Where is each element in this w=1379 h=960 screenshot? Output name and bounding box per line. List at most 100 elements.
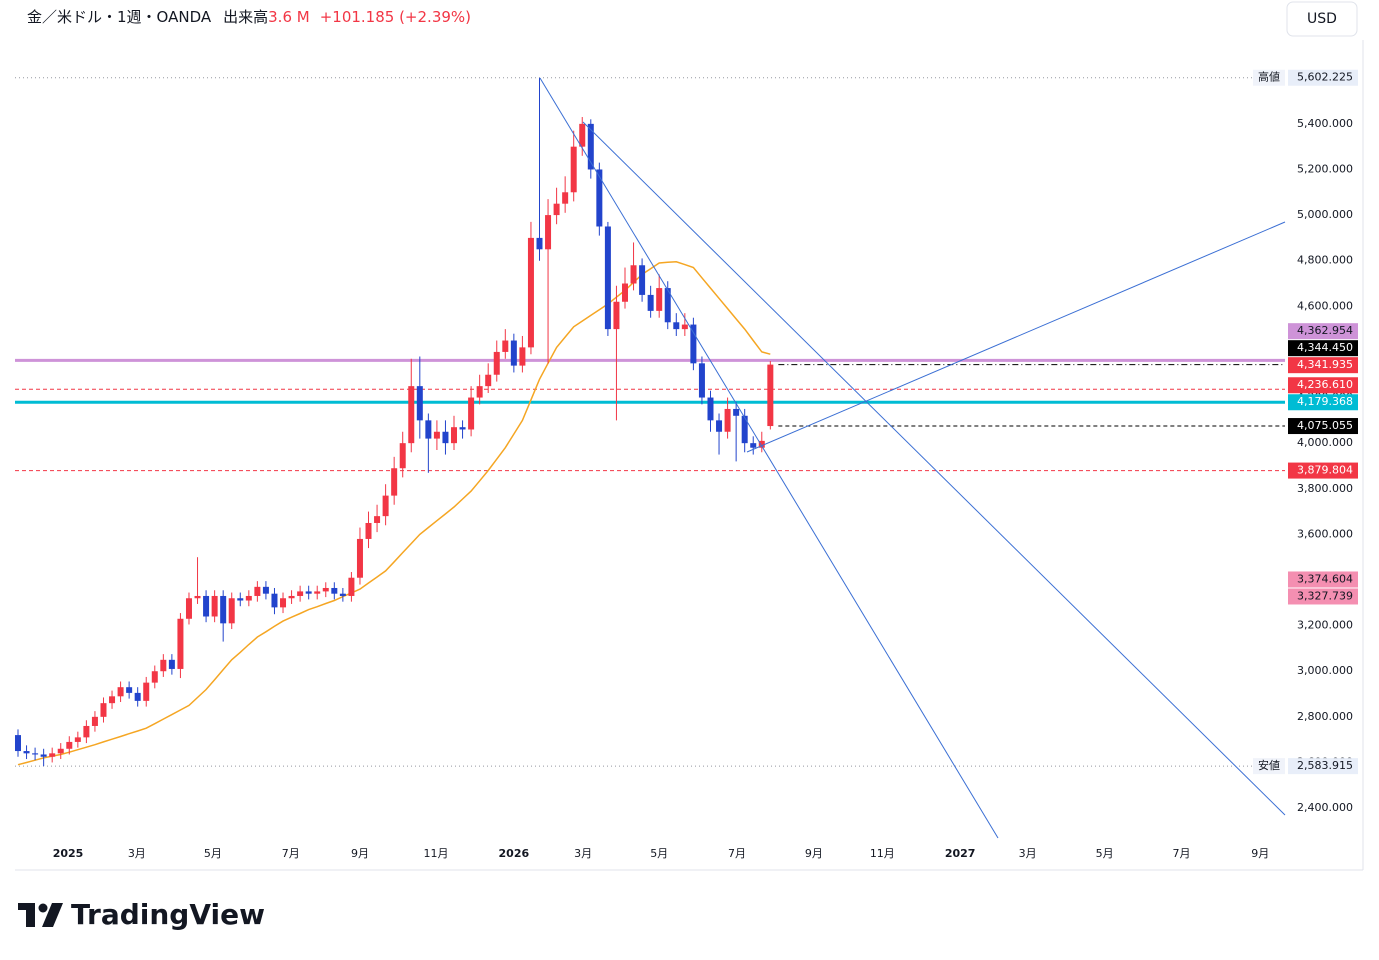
- candle-body: [596, 169, 603, 227]
- y-tick-label: 4,600.000: [1297, 299, 1353, 312]
- candle-body: [194, 595, 201, 599]
- price-label-box: [1288, 462, 1358, 479]
- candle-body: [40, 754, 47, 757]
- candle-body: [109, 696, 116, 704]
- candle-body: [32, 753, 39, 755]
- x-tick-label: 9月: [1251, 847, 1269, 860]
- candle-body: [767, 364, 774, 427]
- candle-body: [151, 671, 158, 683]
- plot-area: [14, 77, 1285, 767]
- x-tick-label: 3月: [128, 847, 146, 860]
- candle-body: [305, 591, 312, 594]
- x-tick-label: 5月: [650, 847, 668, 860]
- y-tick-label: 3,800.000: [1297, 482, 1353, 495]
- trend-line: [746, 221, 1286, 453]
- candle-body: [510, 340, 517, 366]
- candle-body: [545, 215, 552, 250]
- y-tick-label: 3,000.000: [1297, 664, 1353, 677]
- candle-body: [49, 753, 56, 757]
- price-label-box: [1288, 377, 1358, 394]
- extreme-tag-text: 安値: [1258, 758, 1280, 772]
- price-label-box: [1288, 418, 1358, 435]
- candle-body: [416, 386, 423, 421]
- candle-body: [681, 324, 688, 330]
- candle-body: [374, 516, 381, 523]
- header: 金／米ドル・1週・OANDA 出来高3.6 M +101.185 (+2.39%): [27, 8, 471, 26]
- candle-body: [254, 586, 261, 596]
- candle-body: [621, 283, 628, 302]
- candle-body: [630, 265, 637, 284]
- candle-body: [211, 595, 218, 617]
- x-tick-label: 9月: [351, 847, 369, 860]
- candle-body: [758, 440, 765, 448]
- extreme-tag: [1253, 69, 1285, 86]
- candle-body: [673, 322, 680, 330]
- candle-body: [451, 427, 458, 444]
- extreme-price: 2,583.915: [1297, 759, 1353, 772]
- candle-body: [476, 386, 483, 398]
- price-axis: 2,400.0002,600.0002,800.0003,000.0003,20…: [53, 69, 1358, 860]
- x-tick-label: 11月: [424, 847, 449, 860]
- candle-body: [391, 468, 398, 496]
- price-label: 4,236.610: [1297, 378, 1353, 391]
- y-tick-label: 4,000.000: [1297, 436, 1353, 449]
- candle-body: [647, 294, 654, 311]
- candle-body: [724, 408, 731, 432]
- currency-button[interactable]: [1286, 1, 1358, 37]
- x-tick-label: 2025: [53, 847, 84, 860]
- x-tick-label: 5月: [1096, 847, 1114, 860]
- candle-body: [262, 586, 269, 594]
- price-label-box: [1288, 340, 1358, 357]
- candle-body: [579, 123, 586, 147]
- logo-shape: [26, 903, 35, 927]
- x-tick-label: 2026: [499, 847, 530, 860]
- candle-body: [91, 716, 98, 726]
- symbol-title: 金／米ドル・1週・OANDA: [27, 8, 212, 26]
- x-tick-label: 5月: [204, 847, 222, 860]
- candle-body: [348, 577, 355, 596]
- candle-body: [185, 598, 192, 619]
- extreme-price-box: [1288, 69, 1358, 86]
- price-label: 4,075.055: [1297, 419, 1353, 432]
- candle-body: [228, 598, 235, 624]
- candle-body: [442, 431, 449, 444]
- price-label: 3,374.604: [1297, 572, 1353, 585]
- y-tick-label: 3,600.000: [1297, 527, 1353, 540]
- candle-body: [168, 659, 175, 669]
- candle-body: [322, 587, 329, 592]
- trend-line: [539, 77, 999, 839]
- candle-body: [425, 420, 432, 439]
- candle-body: [339, 593, 346, 596]
- volume-label: 出来高: [223, 8, 268, 26]
- price-label-box: [1288, 588, 1358, 605]
- candle-body: [399, 443, 406, 469]
- candle-body: [527, 237, 534, 348]
- x-tick-label: 11月: [870, 847, 895, 860]
- candle-body: [587, 123, 594, 170]
- currency-label[interactable]: USD: [1307, 11, 1337, 27]
- candle-body: [382, 495, 389, 517]
- y-tick-label: 5,000.000: [1297, 208, 1353, 221]
- x-tick-label: 9月: [805, 847, 823, 860]
- candle-body: [297, 591, 304, 596]
- price-label: 3,879.804: [1297, 464, 1353, 477]
- candle-body: [83, 725, 90, 738]
- candle-body: [656, 288, 663, 311]
- price-label: 4,344.450: [1297, 341, 1353, 354]
- x-tick-label: 3月: [574, 847, 592, 860]
- volume-value: 3.6 M: [268, 8, 310, 26]
- candle-body: [493, 351, 500, 375]
- candle-body: [23, 751, 30, 754]
- price-label-box: [1288, 323, 1358, 340]
- candle-body: [664, 288, 671, 323]
- y-tick-label: 3,200.000: [1297, 619, 1353, 632]
- trend-line: [582, 121, 1286, 816]
- candle-body: [716, 420, 723, 432]
- candle-body: [134, 692, 141, 701]
- candle-body: [117, 687, 124, 697]
- y-tick-label: 5,200.000: [1297, 162, 1353, 175]
- candle-body: [203, 595, 210, 617]
- candle-body: [220, 595, 227, 624]
- y-tick-label: 5,400.000: [1297, 117, 1353, 130]
- candle-body: [604, 226, 611, 330]
